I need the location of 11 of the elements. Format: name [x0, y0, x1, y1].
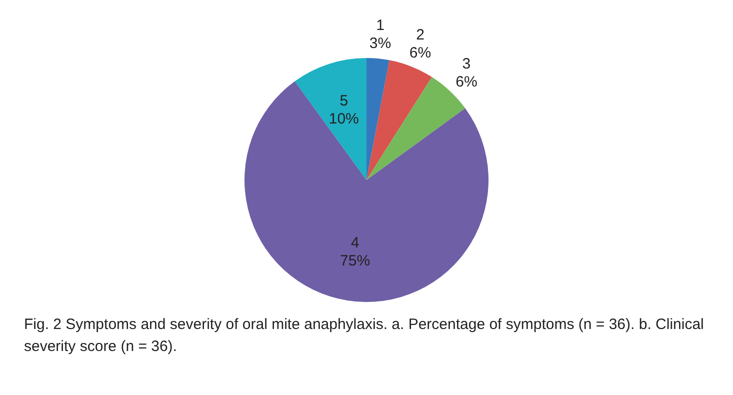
slice-label: 5: [340, 92, 348, 110]
data-label: 6%: [409, 44, 432, 62]
slice-label: 1: [376, 16, 384, 34]
data-label: 10%: [328, 110, 359, 128]
data-label: 6%: [456, 74, 478, 91]
slice-label: 2: [416, 26, 424, 44]
slice-label: 3: [462, 56, 471, 73]
data-label: 3%: [369, 34, 392, 52]
slice-label: 4: [350, 234, 360, 252]
data-label: 75%: [340, 252, 370, 270]
caption: Fig. 2 Symptoms and severity of oral mite anaphylaxis. a. Percentage of symptoms (n = 36). b. Clinical severity score (n = 36).: [24, 315, 705, 357]
